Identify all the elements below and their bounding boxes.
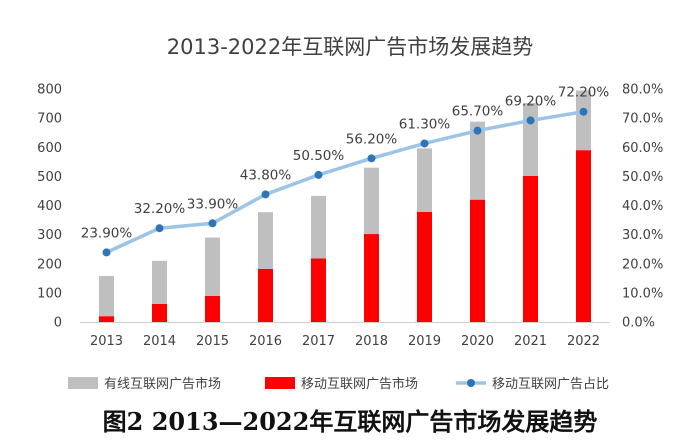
- share-point: [155, 224, 164, 233]
- share-point: [579, 107, 588, 116]
- share-point: [473, 126, 482, 135]
- line-group: 23.90%32.20% 33.90%43.80%50.50%56.20%61.3…: [81, 85, 610, 257]
- y-left-tick-label: 300: [37, 228, 62, 243]
- y-right-tick-label: 30.0%: [622, 228, 663, 243]
- bar-mobile: [364, 234, 379, 322]
- bar-wired: [152, 260, 167, 304]
- share-data-label: 56.20%: [346, 131, 398, 147]
- y-left-tick-label: 0: [54, 316, 62, 331]
- bar-mobile: [417, 211, 432, 322]
- bar-mobile: [576, 150, 591, 322]
- chart-title: 2013-2022年互联网广告市场发展趋势: [167, 35, 533, 59]
- bar-wired: [417, 148, 432, 212]
- legend: 有线互联网广告市场 移动互联网广告市场 移动互联网广告占比: [68, 376, 609, 392]
- y-right-tick-label: 20.0%: [622, 257, 663, 272]
- bar-mobile: [311, 258, 326, 322]
- y-left-tick-label: 100: [37, 286, 62, 301]
- bar-wired: [311, 195, 326, 259]
- legend-swatch-share-marker: [467, 379, 475, 387]
- bar-mobile: [99, 316, 114, 322]
- share-data-label: 43.80%: [240, 167, 292, 183]
- y-right-tick-label: 10.0%: [622, 286, 663, 301]
- share-data-label: 50.50%: [293, 148, 345, 164]
- x-tick-label: 2021: [514, 334, 547, 349]
- bar-mobile: [258, 268, 273, 322]
- x-tick-label: 2019: [408, 334, 441, 349]
- x-tick-label: 2016: [249, 334, 282, 349]
- figure-caption: 图2 2013—2022年互联网广告市场发展趋势: [103, 407, 598, 436]
- y-right-tick-label: 70.0%: [622, 112, 663, 127]
- y-left-tick-label: 200: [37, 257, 62, 272]
- x-tick-label: 2013: [90, 334, 123, 349]
- share-data-label: 33.90%: [187, 196, 239, 212]
- share-point: [420, 139, 429, 148]
- axes-group: 0 100 200 300 400 500 600 700 800 0.0% 10.0% 20.0% 3…: [37, 83, 663, 350]
- y-left-tick-label: 500: [37, 170, 62, 185]
- x-tick-label: 2020: [461, 334, 494, 349]
- bar-wired: [470, 121, 485, 200]
- share-point: [526, 116, 535, 125]
- y-left-tick-label: 800: [37, 83, 62, 98]
- y-right-tick-label: 50.0%: [622, 170, 663, 185]
- x-tick-label: 2017: [302, 334, 335, 349]
- bar-wired: [364, 167, 379, 235]
- bar-wired: [205, 237, 220, 296]
- x-tick-label: 2015: [196, 334, 229, 349]
- bars-group: [99, 90, 591, 322]
- x-tick-label: 2022: [567, 334, 600, 349]
- share-data-label: 65.70%: [452, 104, 504, 120]
- share-data-label: 69.20%: [505, 93, 557, 109]
- bar-wired: [523, 102, 538, 176]
- y-right-tick-label: 80.0%: [622, 83, 663, 98]
- legend-swatch-wired: [68, 377, 98, 389]
- share-point: [314, 170, 323, 179]
- legend-label-wired: 有线互联网广告市场: [104, 376, 221, 392]
- y-left-tick-label: 400: [37, 199, 62, 214]
- share-point: [208, 219, 217, 228]
- bar-wired: [99, 275, 114, 317]
- bar-mobile: [152, 303, 167, 322]
- share-data-label: 32.20%: [134, 201, 186, 217]
- share-point: [261, 190, 270, 199]
- bar-mobile: [470, 199, 485, 322]
- y-right-tick-label: 0.0%: [622, 316, 655, 331]
- share-data-label: 23.90%: [81, 225, 133, 241]
- bar-mobile: [523, 175, 538, 322]
- legend-label-mobile: 移动互联网广告市场: [301, 376, 418, 392]
- share-line: [105, 109, 584, 254]
- y-right-tick-label: 60.0%: [622, 141, 663, 156]
- x-tick-label: 2018: [355, 334, 388, 349]
- share-point: [367, 154, 376, 163]
- bar-wired: [576, 90, 591, 151]
- legend-swatch-mobile: [265, 377, 295, 389]
- y-left-tick-label: 700: [37, 112, 62, 127]
- bar-wired: [258, 212, 273, 269]
- x-tick-label: 2014: [143, 334, 176, 349]
- share-data-label: 61.30%: [399, 116, 451, 132]
- bar-mobile: [205, 295, 220, 322]
- share-data-label: 72.20%: [558, 85, 610, 101]
- legend-label-share: 移动互联网广告占比: [492, 377, 609, 392]
- share-point: [102, 248, 111, 257]
- y-left-tick-label: 600: [37, 141, 62, 156]
- y-right-tick-label: 40.0%: [622, 199, 663, 214]
